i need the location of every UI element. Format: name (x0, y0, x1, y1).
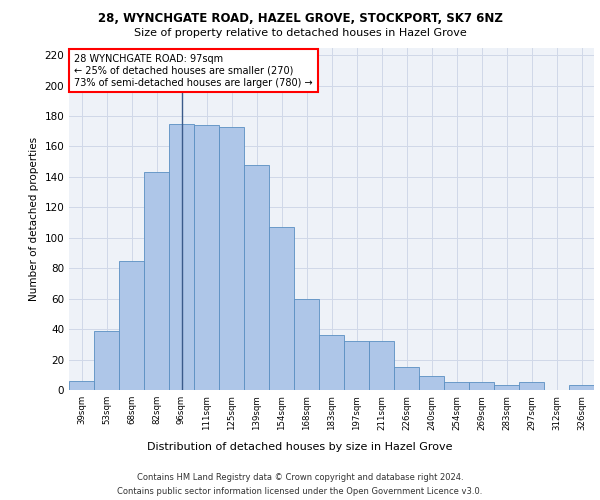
Bar (569, 386, 594, 390)
Text: Distribution of detached houses by size in Hazel Grove: Distribution of detached houses by size … (147, 442, 453, 452)
Bar (419, 376, 444, 390)
Text: Contains HM Land Registry data © Crown copyright and database right 2024.: Contains HM Land Registry data © Crown c… (137, 472, 463, 482)
Bar (469, 382, 494, 390)
Bar (269, 227, 294, 390)
Text: 28 WYNCHGATE ROAD: 97sqm
← 25% of detached houses are smaller (270)
73% of semi-: 28 WYNCHGATE ROAD: 97sqm ← 25% of detach… (74, 54, 313, 88)
Bar (294, 298, 319, 390)
Bar (444, 382, 469, 390)
Text: Contains public sector information licensed under the Open Government Licence v3: Contains public sector information licen… (118, 488, 482, 496)
Text: 28, WYNCHGATE ROAD, HAZEL GROVE, STOCKPORT, SK7 6NZ: 28, WYNCHGATE ROAD, HAZEL GROVE, STOCKPO… (98, 12, 502, 26)
Y-axis label: Number of detached properties: Number of detached properties (29, 136, 39, 301)
Bar (494, 386, 519, 390)
Text: Size of property relative to detached houses in Hazel Grove: Size of property relative to detached ho… (134, 28, 466, 38)
Bar (319, 335, 344, 390)
Bar (219, 126, 244, 390)
Bar (144, 172, 169, 390)
Bar (94, 330, 119, 390)
Bar (519, 382, 544, 390)
Bar (369, 342, 394, 390)
Bar (394, 367, 419, 390)
Bar (169, 124, 194, 390)
Bar (69, 381, 94, 390)
Bar (119, 260, 144, 390)
Bar (244, 164, 269, 390)
Bar (194, 125, 219, 390)
Bar (344, 342, 369, 390)
